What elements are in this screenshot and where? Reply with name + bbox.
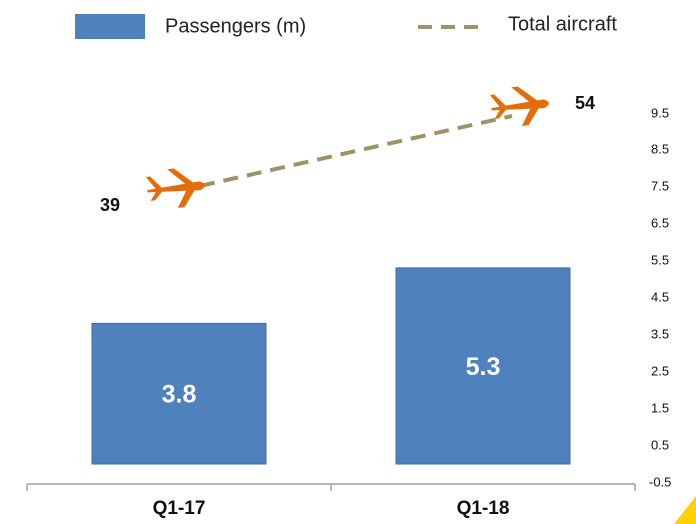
x-category-label: Q1-17 bbox=[153, 498, 206, 519]
y-tick-label: 2.5 bbox=[651, 363, 669, 378]
legend-label-passengers: Passengers (m) bbox=[165, 15, 306, 37]
legend-swatch-passengers bbox=[75, 14, 145, 39]
y-tick-label: 1.5 bbox=[651, 400, 669, 415]
aircraft-line-series: 39 54 bbox=[100, 83, 595, 215]
y-tick-label: 3.5 bbox=[651, 326, 669, 341]
x-category-label: Q1-18 bbox=[457, 498, 510, 519]
y-tick-label: -0.5 bbox=[649, 474, 671, 489]
corner-accent bbox=[674, 496, 696, 524]
legend-label-aircraft: Total aircraft bbox=[508, 13, 617, 35]
y-tick-label: 4.5 bbox=[651, 289, 669, 304]
aircraft-trend-line bbox=[199, 114, 513, 188]
bar-value-label: 3.8 bbox=[162, 381, 197, 409]
airplane-icon bbox=[145, 165, 207, 211]
bar-q1-18 bbox=[395, 267, 571, 465]
y-tick-label: 9.5 bbox=[651, 105, 669, 120]
x-axis: Q1-17 Q1-18 bbox=[26, 483, 636, 519]
y-tick-label: 6.5 bbox=[651, 215, 669, 230]
bar-q1-17 bbox=[91, 322, 267, 465]
y-tick-label: 8.5 bbox=[651, 141, 669, 156]
y-tick-label: 0.5 bbox=[651, 437, 669, 452]
passengers-bars: 3.8 5.3 bbox=[91, 267, 571, 465]
bar-value-label: 5.3 bbox=[466, 353, 501, 381]
airplane-icon bbox=[489, 83, 551, 129]
aircraft-value-label: 39 bbox=[100, 195, 120, 215]
y-tick-label: 7.5 bbox=[651, 178, 669, 193]
aircraft-value-label: 54 bbox=[575, 93, 595, 113]
y-tick-label: 5.5 bbox=[651, 252, 669, 267]
legend: Passengers (m) Total aircraft bbox=[75, 13, 617, 39]
y-axis: 9.5 8.5 7.5 6.5 5.5 4.5 3.5 2.5 1.5 0.5 … bbox=[649, 105, 671, 489]
